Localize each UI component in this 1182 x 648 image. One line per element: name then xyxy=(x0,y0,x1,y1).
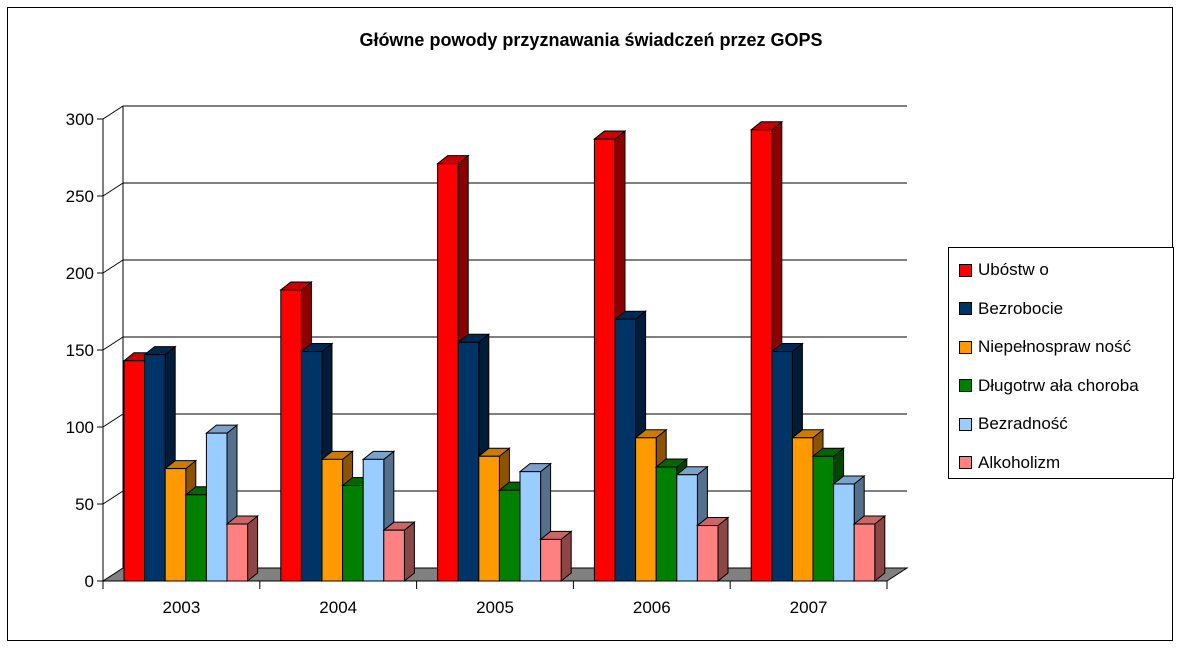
legend-label: Długotrw ała choroba xyxy=(978,375,1139,395)
bar xyxy=(852,514,887,583)
x-tick-label: 2005 xyxy=(476,598,514,617)
legend-swatch xyxy=(959,302,972,315)
legend-swatch xyxy=(959,456,972,469)
gridline-depth xyxy=(102,413,124,428)
legend-label: Niepełnospraw ność xyxy=(978,337,1132,356)
bar xyxy=(518,462,553,583)
legend-label: Ubóstw o xyxy=(978,260,1049,279)
legend-item: Alkoholizm xyxy=(959,453,1060,473)
gridline-depth xyxy=(102,336,124,351)
y-tick-label: 250 xyxy=(66,187,94,206)
legend-item: Bezrobocie xyxy=(959,299,1063,319)
y-tick-label: 0 xyxy=(85,572,94,591)
x-tick-label: 2007 xyxy=(790,598,828,617)
y-tick-label: 50 xyxy=(75,495,94,514)
legend-item: Bezradność xyxy=(959,414,1068,434)
y-tick-label: 200 xyxy=(66,264,94,283)
legend-label: Alkoholizm xyxy=(978,452,1061,472)
legend-label: Bezradność xyxy=(978,414,1068,433)
chart-title: Główne powody przyznawania świadczeń prz… xyxy=(359,30,823,50)
y-tick-label: 150 xyxy=(66,341,94,360)
gridline-depth xyxy=(102,182,124,197)
x-tick-label: 2003 xyxy=(162,598,200,617)
gridline-depth xyxy=(102,259,124,274)
legend-swatch xyxy=(959,263,972,277)
bar xyxy=(382,521,416,583)
y-tick-label: 100 xyxy=(66,418,94,437)
legend-label: Bezrobocie xyxy=(978,298,1064,318)
bar xyxy=(695,516,730,583)
legend-swatch xyxy=(959,379,972,392)
bar xyxy=(225,514,260,583)
gridline-depth xyxy=(102,490,124,505)
chart-legend: Ubóstw o Bezrobocie Niepełnospraw ność Dług… xyxy=(948,247,1174,479)
gridline-depth xyxy=(102,105,124,120)
x-tick-label: 2004 xyxy=(319,598,357,617)
legend-item: Niepełnospraw ność xyxy=(959,337,1131,357)
legend-swatch xyxy=(959,340,972,354)
bar xyxy=(539,530,573,583)
y-tick-label: 300 xyxy=(66,110,94,129)
x-tick-label: 2006 xyxy=(633,598,671,617)
legend-swatch xyxy=(959,417,972,431)
legend-item: Ubóstw o xyxy=(959,260,1049,280)
legend-item: Długotrw ała choroba xyxy=(959,376,1139,396)
